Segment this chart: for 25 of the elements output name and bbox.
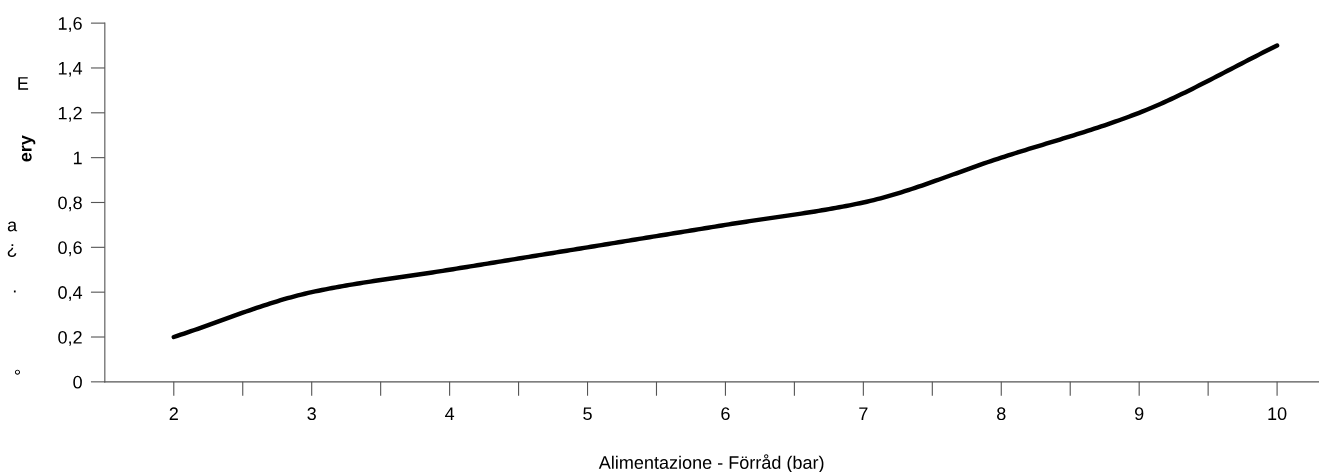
text: °: [14, 369, 20, 375]
y-tick-label: 1,2: [58, 106, 82, 122]
x-tick-label: 5: [583, 407, 592, 421]
text: E: [18, 77, 29, 90]
text: ¿: [7, 244, 17, 257]
x-tick-label: 8: [997, 407, 1006, 421]
text: ·: [13, 290, 16, 293]
y-tick-label: 1: [73, 151, 82, 165]
x-tick-label: 2: [169, 407, 178, 420]
x-axis-title: Alimentazione - Förråd (bar): [598, 454, 824, 472]
text: a: [7, 221, 18, 232]
y-tick-label: 0,6: [58, 241, 82, 257]
y-tick-label: 0,4: [58, 286, 83, 302]
y-tick-label: 0: [73, 375, 82, 389]
x-tick-label: 4: [445, 407, 455, 420]
x-tick-label: 6: [721, 407, 730, 421]
x-tick-label: 9: [1135, 407, 1144, 421]
text: ery: [21, 135, 36, 162]
x-tick-label: 3: [307, 407, 316, 421]
x-tick-label: 10: [1268, 407, 1287, 421]
y-tick-label: 1,4: [58, 62, 83, 77]
y-tick-label: 0,2: [58, 330, 82, 346]
x-tick-label: 7: [859, 407, 868, 420]
y-tick-label: 0,8: [58, 196, 82, 212]
y-tick-label: 1,6: [58, 17, 82, 32]
